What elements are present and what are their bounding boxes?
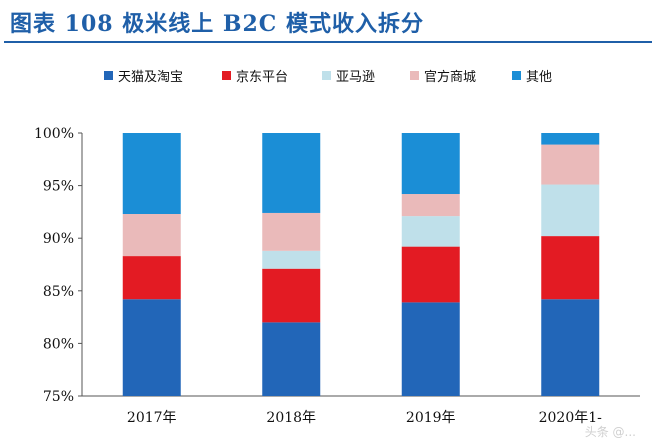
legend-label: 亚马逊	[336, 70, 375, 85]
bar-segment	[541, 133, 600, 145]
x-category-label: 2020年1-	[539, 410, 603, 426]
legend-label: 官方商城	[424, 69, 476, 85]
bar-segment	[401, 246, 460, 303]
legend-label: 京东平台	[236, 70, 288, 85]
bar-segment	[262, 212, 321, 251]
bar-segment	[122, 256, 181, 300]
bar-segment	[541, 144, 600, 185]
bar-segment	[262, 322, 321, 396]
x-category-label: 2017年	[127, 410, 177, 426]
bar-segment	[262, 268, 321, 323]
bar-segment	[401, 302, 460, 396]
legend-label: 天猫及淘宝	[118, 70, 183, 85]
title-underline	[4, 41, 652, 43]
bar-segment	[541, 184, 600, 237]
bar-segment	[122, 214, 181, 257]
bar-segment	[401, 216, 460, 247]
bar-segment	[122, 133, 181, 215]
y-tick-label: 95%	[43, 179, 74, 195]
y-tick-label: 75%	[43, 389, 74, 405]
bar-segment	[262, 250, 321, 269]
x-category-label: 2018年	[266, 410, 316, 426]
chart-title: 图表 108 极米线上 B2C 模式收入拆分	[10, 11, 424, 37]
y-tick-label: 90%	[43, 231, 74, 247]
bar-segment	[262, 133, 321, 213]
legend-swatch	[512, 71, 521, 80]
legend-swatch	[410, 71, 419, 80]
x-category-label: 2019年	[406, 410, 456, 426]
legend-swatch	[222, 71, 231, 80]
y-tick-label: 80%	[43, 336, 74, 352]
legend-swatch	[322, 71, 331, 80]
bar-segment	[401, 194, 460, 217]
legend-label: 其他	[526, 70, 552, 85]
watermark: 头条 @...	[585, 425, 636, 439]
bar-segment	[122, 299, 181, 396]
bar-segment	[541, 236, 600, 300]
legend-swatch	[104, 71, 113, 80]
bar-segment	[541, 299, 600, 396]
legend: 天猫及淘宝 京东平台 亚马逊 官方商城 其他	[104, 69, 552, 85]
bars	[122, 133, 600, 396]
y-tick-label: 100%	[34, 126, 74, 142]
y-tick-label: 85%	[43, 284, 74, 300]
bar-segment	[401, 133, 460, 195]
category-labels: 2017年 2018年 2019年 2020年1-	[127, 410, 602, 426]
